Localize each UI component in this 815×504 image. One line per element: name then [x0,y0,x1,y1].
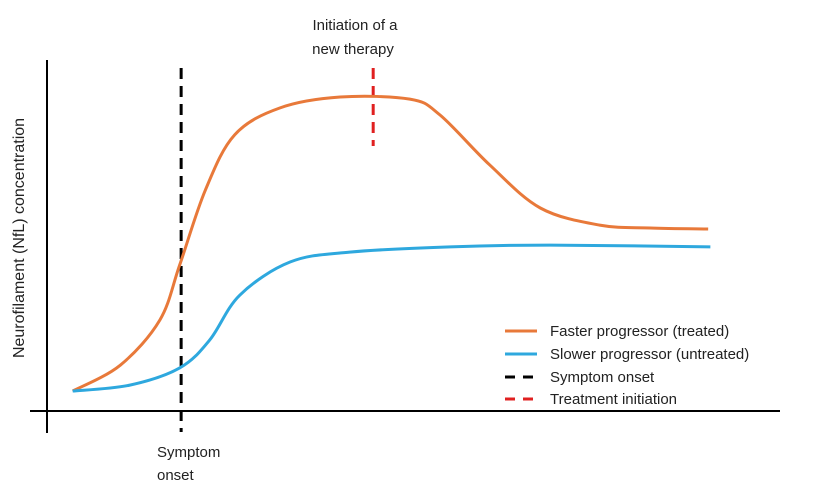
reference-lines [179,68,375,432]
legend-label-treatment: Treatment initiation [550,391,677,408]
annotation-symptom-line1: Symptom [157,444,220,461]
legend-label-faster: Faster progressor (treated) [550,323,729,340]
series-line-faster [71,94,709,393]
legend-label-slower: Slower progressor (untreated) [550,346,749,363]
y-axis-label: Neurofilament (NfL) concentration [11,118,28,358]
axes [30,60,780,433]
annotation-treatment-line2: new therapy [312,41,394,58]
legend-label-symptom: Symptom onset [550,369,655,386]
annotation-treatment-line1: Initiation of a [312,17,398,34]
legend: Faster progressor (treated) Slower progr… [505,323,749,408]
series-line-slower [72,243,711,393]
annotation-treatment: Initiation of a new therapy [312,17,398,58]
annotation-symptom: Symptom onset [157,444,220,484]
series-lines [71,94,711,393]
annotation-symptom-line2: onset [157,467,195,484]
